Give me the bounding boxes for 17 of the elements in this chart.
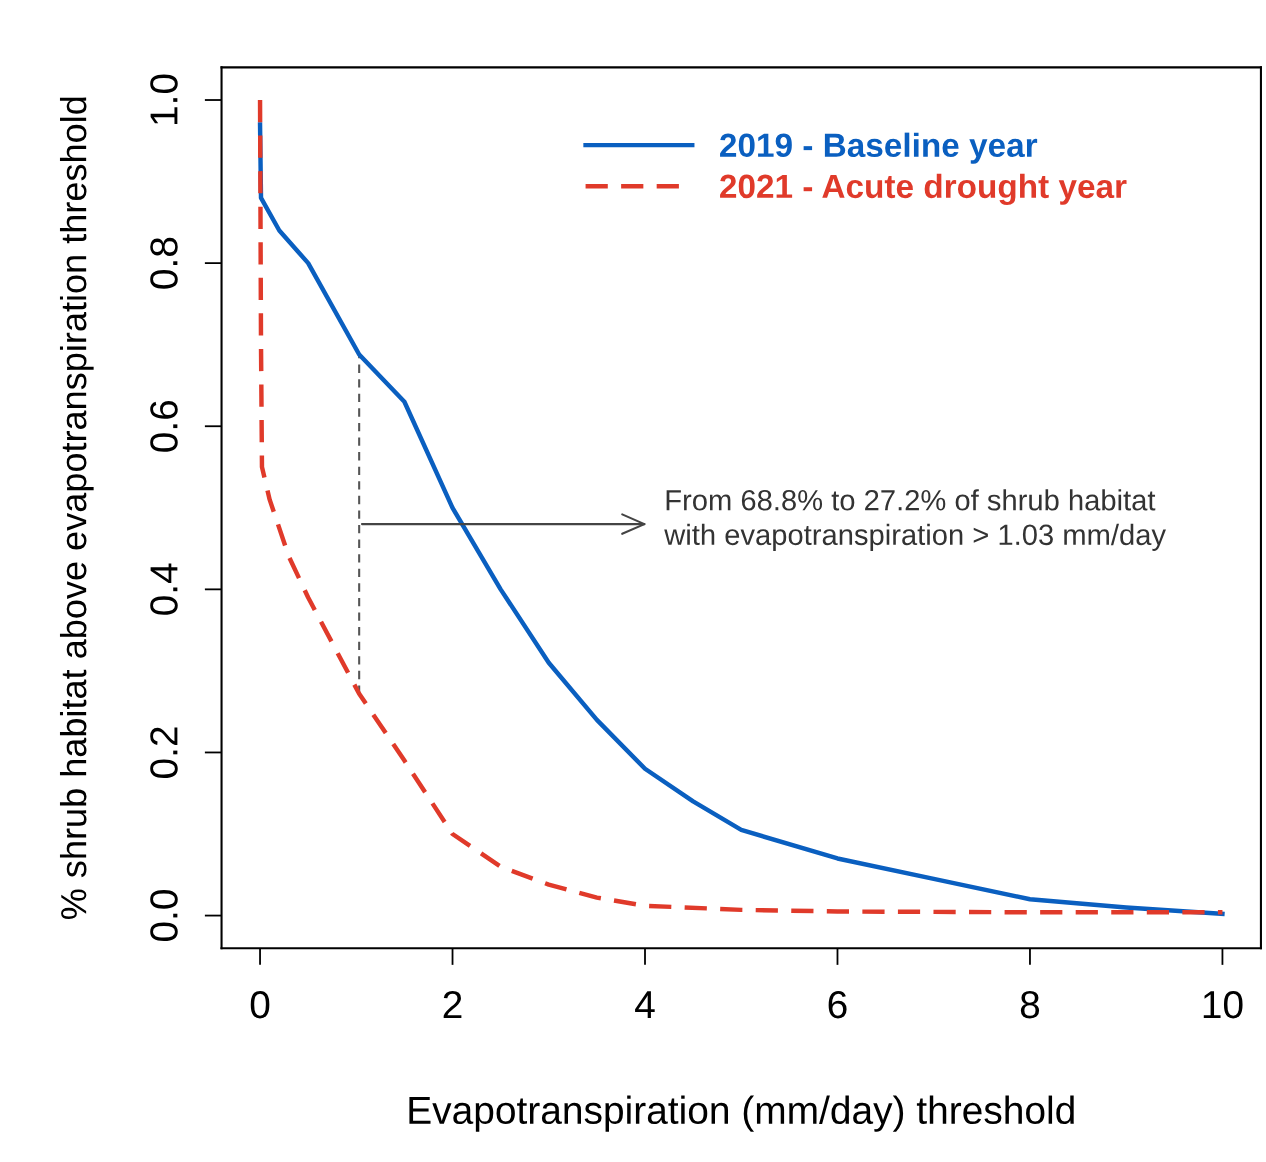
y-tick-label: 0.2 (150, 727, 178, 778)
legend-label: 2019 - Baseline year (720, 132, 1038, 164)
y-tick-label: 0.4 (150, 563, 178, 615)
x-tick-label: 0 (250, 990, 270, 1019)
x-tick-label: 2 (443, 990, 462, 1019)
legend-label: 2021 - Acute drought year (720, 173, 1127, 205)
x-tick-label: 4 (635, 991, 655, 1019)
y-axis-title: % shrub habitat above evapotranspiration threshold (59, 97, 94, 920)
annotation: From 68.8% to 27.2% of shrub habitat with evapotranspiration > 1.03 mm/day (664, 489, 1166, 551)
y-tick-label: 0.6 (150, 400, 178, 452)
x-axis-title: Evapotranspiration (mm/day) threshold (409, 1095, 1074, 1132)
x-tick-label: 8 (1020, 990, 1040, 1019)
y-tick-label: 0.8 (150, 237, 178, 289)
y-tick-label: 1.0 (150, 74, 178, 125)
x-tick-label: 6 (828, 990, 847, 1019)
x-tick-label: 10 (1203, 990, 1243, 1019)
y-tick-label: 0.0 (150, 890, 178, 942)
